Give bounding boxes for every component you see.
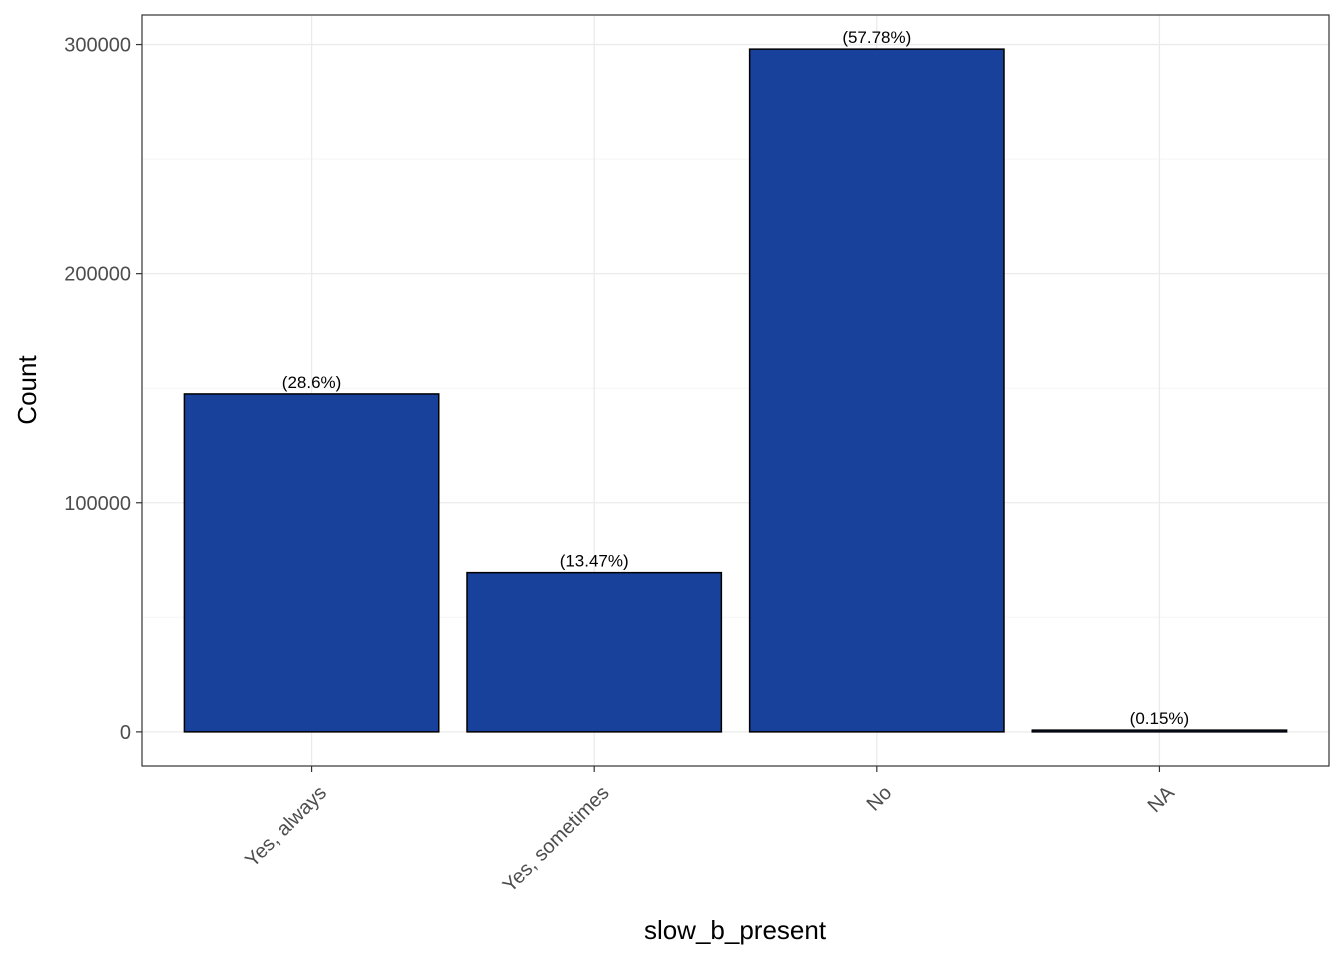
bar-data-label: (13.47%) bbox=[560, 552, 629, 571]
bar bbox=[748, 48, 1005, 733]
bar bbox=[183, 393, 440, 733]
bar bbox=[466, 571, 723, 733]
bar-data-label: (28.6%) bbox=[282, 373, 342, 392]
data-labels: (28.6%) (13.47%) (57.78%) (0.15%) bbox=[282, 28, 1189, 728]
bars bbox=[183, 48, 1288, 733]
bar bbox=[1031, 729, 1288, 733]
bar-data-label: (57.78%) bbox=[842, 28, 911, 47]
y-axis-title: Count bbox=[12, 355, 42, 425]
bar-data-label: (0.15%) bbox=[1130, 709, 1190, 728]
panel-border bbox=[141, 14, 1330, 767]
y-tick-label: 100000 bbox=[64, 493, 131, 515]
y-tick-label: 200000 bbox=[64, 264, 131, 286]
y-axis-ticks: 0 100000 200000 300000 bbox=[64, 35, 142, 744]
y-tick-label: 300000 bbox=[64, 35, 131, 57]
y-tick-label: 0 bbox=[120, 722, 131, 744]
x-axis-title: slow_b_present bbox=[644, 915, 827, 945]
